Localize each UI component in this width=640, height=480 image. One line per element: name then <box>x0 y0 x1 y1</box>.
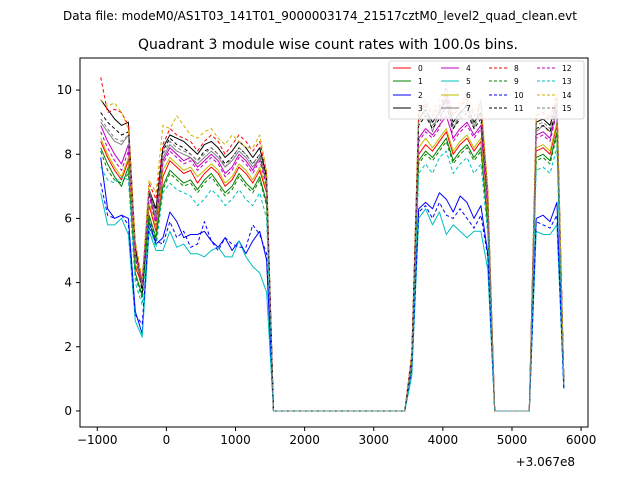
axes-frame <box>79 57 589 428</box>
series-line-1 <box>100 131 565 412</box>
series-line-9 <box>100 134 565 412</box>
series-line-6 <box>100 121 565 412</box>
series-line-15 <box>100 102 565 412</box>
legend-label-13: 13 <box>562 77 572 86</box>
series-line-2 <box>100 157 565 412</box>
legend-label-7: 7 <box>466 104 471 113</box>
x-tick-label: 5000 <box>497 433 528 447</box>
legend-label-14: 14 <box>562 91 572 100</box>
x-tick-label: 3000 <box>358 433 389 447</box>
legend-label-11: 11 <box>514 104 524 113</box>
series-lines <box>100 77 565 412</box>
x-tick-label: 2000 <box>289 433 320 447</box>
x-tick-label: 6000 <box>566 433 597 447</box>
legend-label-8: 8 <box>514 64 519 73</box>
legend-label-4: 4 <box>466 64 471 73</box>
y-tick-label: 4 <box>64 276 72 290</box>
legend-label-3: 3 <box>418 104 423 113</box>
x-offset-label: +3.067e8 <box>516 455 575 469</box>
legend-label-2: 2 <box>418 91 423 100</box>
legend-label-9: 9 <box>514 77 519 86</box>
y-tick-label: 2 <box>64 340 72 354</box>
y-tick-label: 0 <box>64 404 72 418</box>
x-tick-label: 4000 <box>428 433 459 447</box>
y-tick-label: 6 <box>64 211 72 225</box>
legend-label-12: 12 <box>562 64 572 73</box>
plot-area <box>79 57 589 428</box>
x-tick-label: 0 <box>163 433 171 447</box>
legend-label-6: 6 <box>466 91 471 100</box>
legend-label-10: 10 <box>514 91 524 100</box>
x-axis: −1000 0 1000 2000 3000 4000 5000 6000 <box>77 427 596 447</box>
y-tick-label: 8 <box>64 147 72 161</box>
legend-label-0: 0 <box>418 64 423 73</box>
series-line-10 <box>100 182 565 412</box>
legend-label-5: 5 <box>466 77 471 86</box>
x-tick-label: −1000 <box>77 433 118 447</box>
series-line-14 <box>100 89 565 412</box>
series-line-5 <box>100 192 565 412</box>
suptitle: Data file: modeM0/AS1T03_141T01_90000031… <box>63 9 577 23</box>
y-tick-label: 10 <box>57 83 72 97</box>
series-line-12 <box>100 83 565 412</box>
legend-label-1: 1 <box>418 77 423 86</box>
chart-title: Quadrant 3 module wise count rates with … <box>138 37 518 53</box>
x-tick-label: 1000 <box>220 433 251 447</box>
legend-box <box>388 60 585 120</box>
series-line-13 <box>100 147 565 412</box>
y-axis: 0 2 4 6 8 10 <box>57 83 80 418</box>
legend-label-15: 15 <box>562 104 572 113</box>
